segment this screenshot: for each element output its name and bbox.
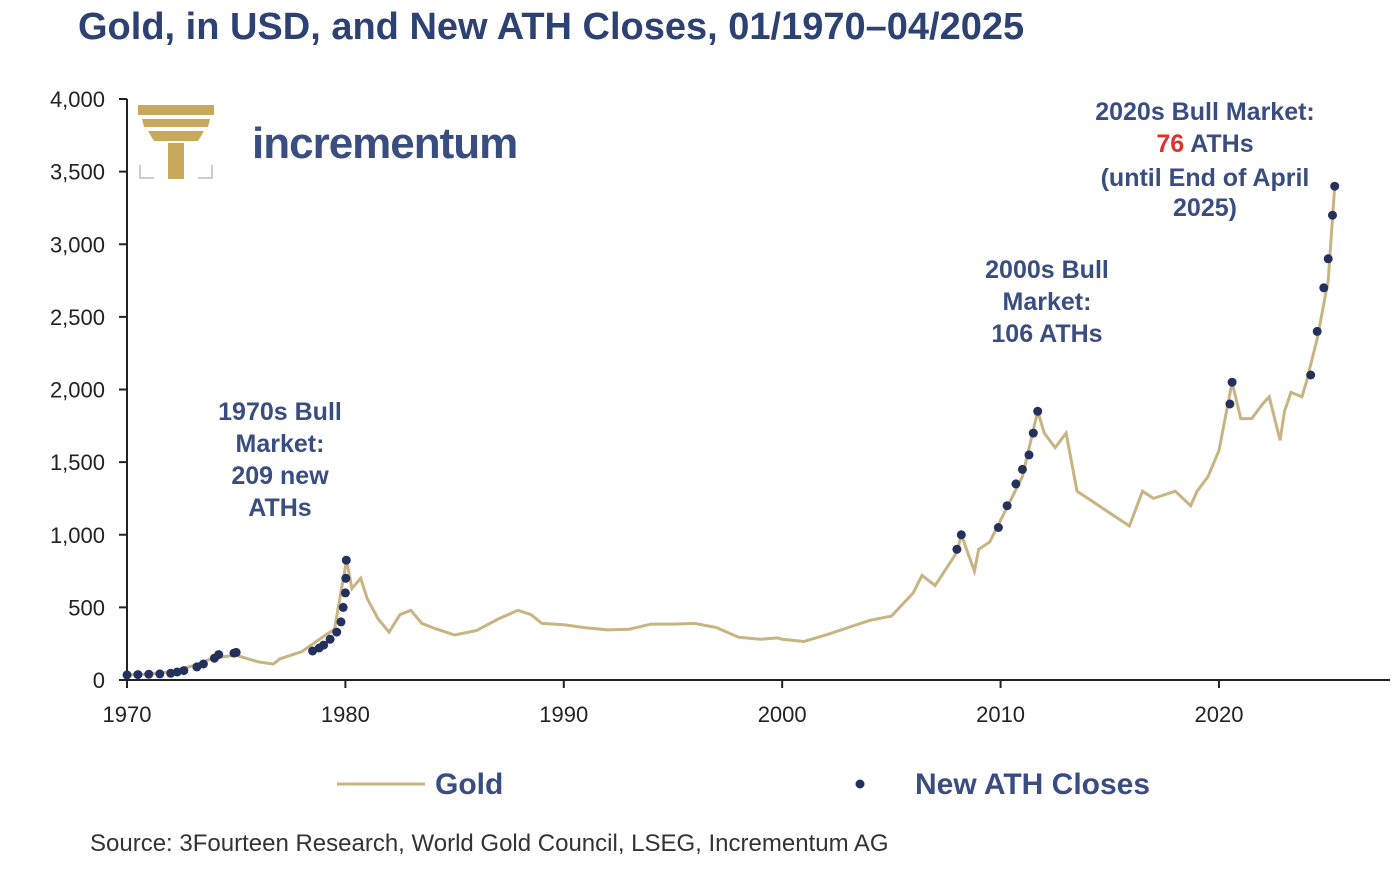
annotation-2000s: 2000s Bull Market: 106 ATHs xyxy=(985,256,1109,348)
annotation-2020s-line-4: 2025) xyxy=(1173,194,1237,222)
annotation-2000s-line-3: 106 ATHs xyxy=(991,320,1102,348)
annotation-1970s-line-4: ATHs xyxy=(248,494,311,522)
ath-point xyxy=(1323,254,1333,264)
x-tick-label: 2010 xyxy=(976,702,1025,727)
annotation-2020s-count-suffix: ATHs xyxy=(1184,130,1253,158)
y-tick-label: 3,500 xyxy=(50,160,105,185)
annotation-1970s-line-2: Market: xyxy=(236,430,325,458)
ath-point xyxy=(993,523,1003,532)
ath-point xyxy=(956,530,966,540)
ath-point xyxy=(1306,370,1316,380)
annotation-2020s-line-2: 76 ATHs xyxy=(1156,130,1253,158)
ath-point xyxy=(338,602,348,612)
ath-point xyxy=(1225,399,1235,409)
ath-point xyxy=(1312,326,1322,336)
ath-point xyxy=(1227,377,1237,387)
y-tick-label: 4,000 xyxy=(50,87,105,112)
ath-point xyxy=(1319,283,1329,293)
gold-series-line xyxy=(126,186,1337,677)
ath-point xyxy=(1002,501,1012,511)
source-note: Source: 3Fourteen Research, World Gold C… xyxy=(90,830,889,857)
y-ticks: 0 500 1,000 1,500 2,000 2,500 3,000 3,500 4,000 xyxy=(50,87,127,693)
logo: incrementum xyxy=(138,105,518,179)
y-tick-label: 3,000 xyxy=(50,232,105,257)
ath-point xyxy=(179,666,189,676)
legend-ath-label: New ATH Closes xyxy=(915,768,1150,801)
ath-point xyxy=(214,650,224,660)
x-tick-label: 1980 xyxy=(321,702,370,727)
ath-point xyxy=(341,555,351,565)
ath-point xyxy=(1011,479,1021,489)
y-tick-label: 1,000 xyxy=(50,523,105,548)
logo-text: incrementum xyxy=(252,119,517,168)
ath-point xyxy=(1017,464,1027,474)
ath-point xyxy=(336,617,346,627)
ath-point xyxy=(144,669,154,679)
y-tick-label: 0 xyxy=(93,668,105,693)
ath-point xyxy=(122,670,132,680)
ath-point xyxy=(231,647,241,657)
ath-point xyxy=(1330,181,1340,191)
y-tick-label: 500 xyxy=(68,595,105,620)
ath-point xyxy=(341,573,351,583)
y-tick-label: 2,000 xyxy=(50,378,105,403)
annotation-1970s: 1970s Bull Market: 209 new ATHs xyxy=(218,398,342,522)
annotation-1970s-line-3: 209 new xyxy=(231,462,329,490)
ath-point xyxy=(1033,406,1043,416)
annotation-2000s-line-2: Market: xyxy=(1003,288,1092,316)
ath-point xyxy=(155,669,165,679)
ath-point xyxy=(332,627,342,637)
ath-point xyxy=(1024,450,1034,460)
tree-icon xyxy=(138,105,214,179)
x-tick-label: 2020 xyxy=(1194,702,1243,727)
ath-point xyxy=(319,640,329,650)
ath-point xyxy=(198,659,208,669)
annotation-1970s-line-1: 1970s Bull xyxy=(218,398,342,426)
x-ticks: 1970 1980 1990 2000 2010 2020 xyxy=(103,680,1243,727)
ath-point xyxy=(340,588,350,598)
y-tick-label: 2,500 xyxy=(50,305,105,330)
ath-point xyxy=(952,544,962,554)
ath-point xyxy=(133,670,143,680)
x-tick-label: 2000 xyxy=(758,702,807,727)
ath-point xyxy=(1328,210,1337,220)
legend: Gold New ATH Closes xyxy=(337,768,1150,801)
annotation-2020s-line-3: (until End of April xyxy=(1101,164,1310,192)
ath-series-points xyxy=(122,181,1340,680)
annotation-2020s-line-1: 2020s Bull Market: xyxy=(1095,98,1315,126)
y-tick-label: 1,500 xyxy=(50,450,105,475)
x-tick-label: 1990 xyxy=(539,702,588,727)
legend-gold-label: Gold xyxy=(435,768,503,801)
legend-ath-swatch xyxy=(855,779,865,789)
ath-point xyxy=(1028,428,1038,438)
chart-title: Gold, in USD, and New ATH Closes, 01/197… xyxy=(78,6,1025,48)
annotation-2000s-line-1: 2000s Bull xyxy=(985,256,1109,284)
annotation-2020s: 2020s Bull Market: 76 ATHs (until End of… xyxy=(1095,98,1315,222)
ath-point xyxy=(325,634,335,644)
x-tick-label: 1970 xyxy=(103,702,152,727)
annotation-2020s-count: 76 xyxy=(1156,130,1184,158)
